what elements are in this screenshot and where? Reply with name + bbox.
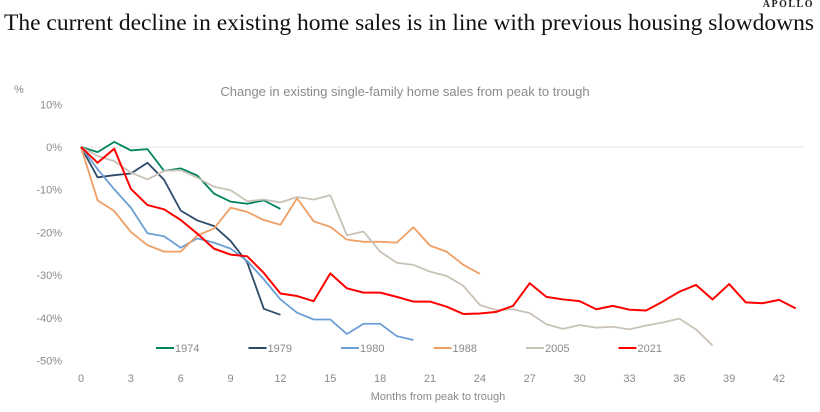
legend-label-1988: 1988	[453, 343, 477, 355]
chart-title: Change in existing single-family home sa…	[220, 84, 589, 99]
x-tick-label: 27	[524, 373, 536, 385]
x-tick-label: 36	[673, 373, 685, 385]
x-axis-label: Months from peak to trough	[371, 391, 506, 403]
x-tick-label: 15	[324, 373, 336, 385]
series-line-1974	[80, 140, 281, 210]
y-tick-label: -40%	[36, 313, 62, 325]
legend-label-1974: 1974	[175, 343, 199, 355]
x-tick-label: 0	[78, 373, 84, 385]
legend-label-1979: 1979	[268, 343, 292, 355]
x-tick-label: 21	[424, 373, 436, 385]
apollo-logo: APOLLO	[762, 0, 814, 10]
y-tick-label: 0%	[46, 142, 62, 154]
y-tick-label: -10%	[36, 185, 62, 197]
x-tick-label: 24	[474, 373, 486, 385]
y-tick-label: -20%	[36, 227, 62, 239]
page-title: The current decline in existing home sal…	[4, 10, 814, 36]
y-axis-label: %	[14, 84, 24, 96]
legend-label-2005: 2005	[545, 343, 569, 355]
x-tick-label: 39	[723, 373, 735, 385]
legend-label-1980: 1980	[360, 343, 384, 355]
x-tick-label: 42	[773, 373, 785, 385]
series-line-1988	[80, 146, 481, 275]
x-tick-label: 9	[228, 373, 234, 385]
series-line-2005	[80, 146, 714, 347]
series-line-1980	[80, 146, 414, 341]
series-line-1979	[80, 146, 281, 316]
x-tick-label: 3	[128, 373, 134, 385]
x-tick-label: 33	[623, 373, 635, 385]
y-tick-label: 10%	[40, 99, 62, 111]
legend-label-2021: 2021	[638, 343, 662, 355]
y-tick-label: -30%	[36, 270, 62, 282]
x-tick-label: 18	[374, 373, 386, 385]
series-line-2021	[80, 146, 797, 315]
x-tick-label: 6	[178, 373, 184, 385]
x-tick-label: 12	[274, 373, 286, 385]
y-tick-label: -50%	[36, 356, 62, 368]
x-tick-label: 30	[573, 373, 585, 385]
